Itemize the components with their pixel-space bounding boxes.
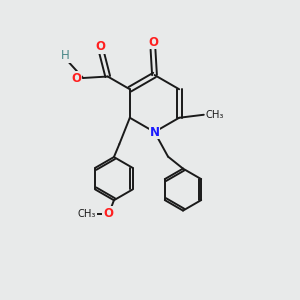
Text: N: N <box>149 125 160 139</box>
Text: O: O <box>95 40 105 53</box>
Text: CH₃: CH₃ <box>78 209 96 219</box>
Text: O: O <box>71 71 82 85</box>
Text: CH₃: CH₃ <box>206 110 224 120</box>
Text: O: O <box>103 207 113 220</box>
Text: O: O <box>148 35 158 49</box>
Text: H: H <box>61 49 70 62</box>
